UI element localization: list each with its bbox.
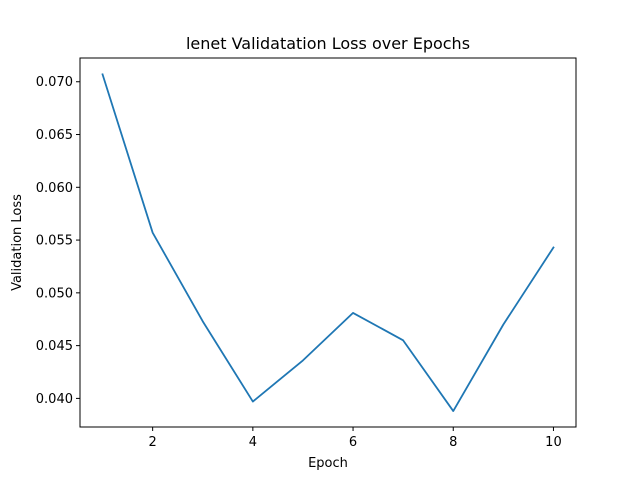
chart-title: lenet Validatation Loss over Epochs [186, 34, 470, 53]
y-tick-label: 0.065 [36, 128, 73, 143]
data-point [552, 246, 554, 248]
data-point [101, 73, 103, 75]
y-axis-title: Validation Loss [10, 194, 25, 291]
data-point [252, 400, 254, 402]
data-point [352, 312, 354, 314]
x-tick-label: 8 [449, 435, 457, 450]
data-point [151, 231, 153, 233]
data-point [402, 339, 404, 341]
x-tick-label: 6 [349, 435, 357, 450]
y-tick-label: 0.070 [36, 75, 73, 90]
data-point [302, 359, 304, 361]
data-point [452, 410, 454, 412]
series-line [101, 73, 555, 412]
y-axis: 0.040 0.045 0.050 0.055 0.060 0.065 0.070 [36, 75, 80, 407]
x-tick-label: 10 [545, 435, 562, 450]
y-tick-label: 0.060 [36, 181, 73, 196]
x-tick-label: 4 [249, 435, 257, 450]
x-axis: 2 4 6 8 10 [149, 427, 562, 450]
y-tick-label: 0.055 [36, 234, 73, 249]
y-tick-label: 0.045 [36, 339, 73, 354]
x-axis-title: Epoch [308, 456, 348, 471]
y-tick-label: 0.040 [36, 392, 73, 407]
plot-frame [79, 57, 577, 428]
plot-area [101, 73, 555, 412]
x-tick-label: 2 [149, 435, 157, 450]
data-point [202, 320, 204, 322]
data-point [502, 323, 504, 325]
y-tick-label: 0.050 [36, 286, 73, 301]
